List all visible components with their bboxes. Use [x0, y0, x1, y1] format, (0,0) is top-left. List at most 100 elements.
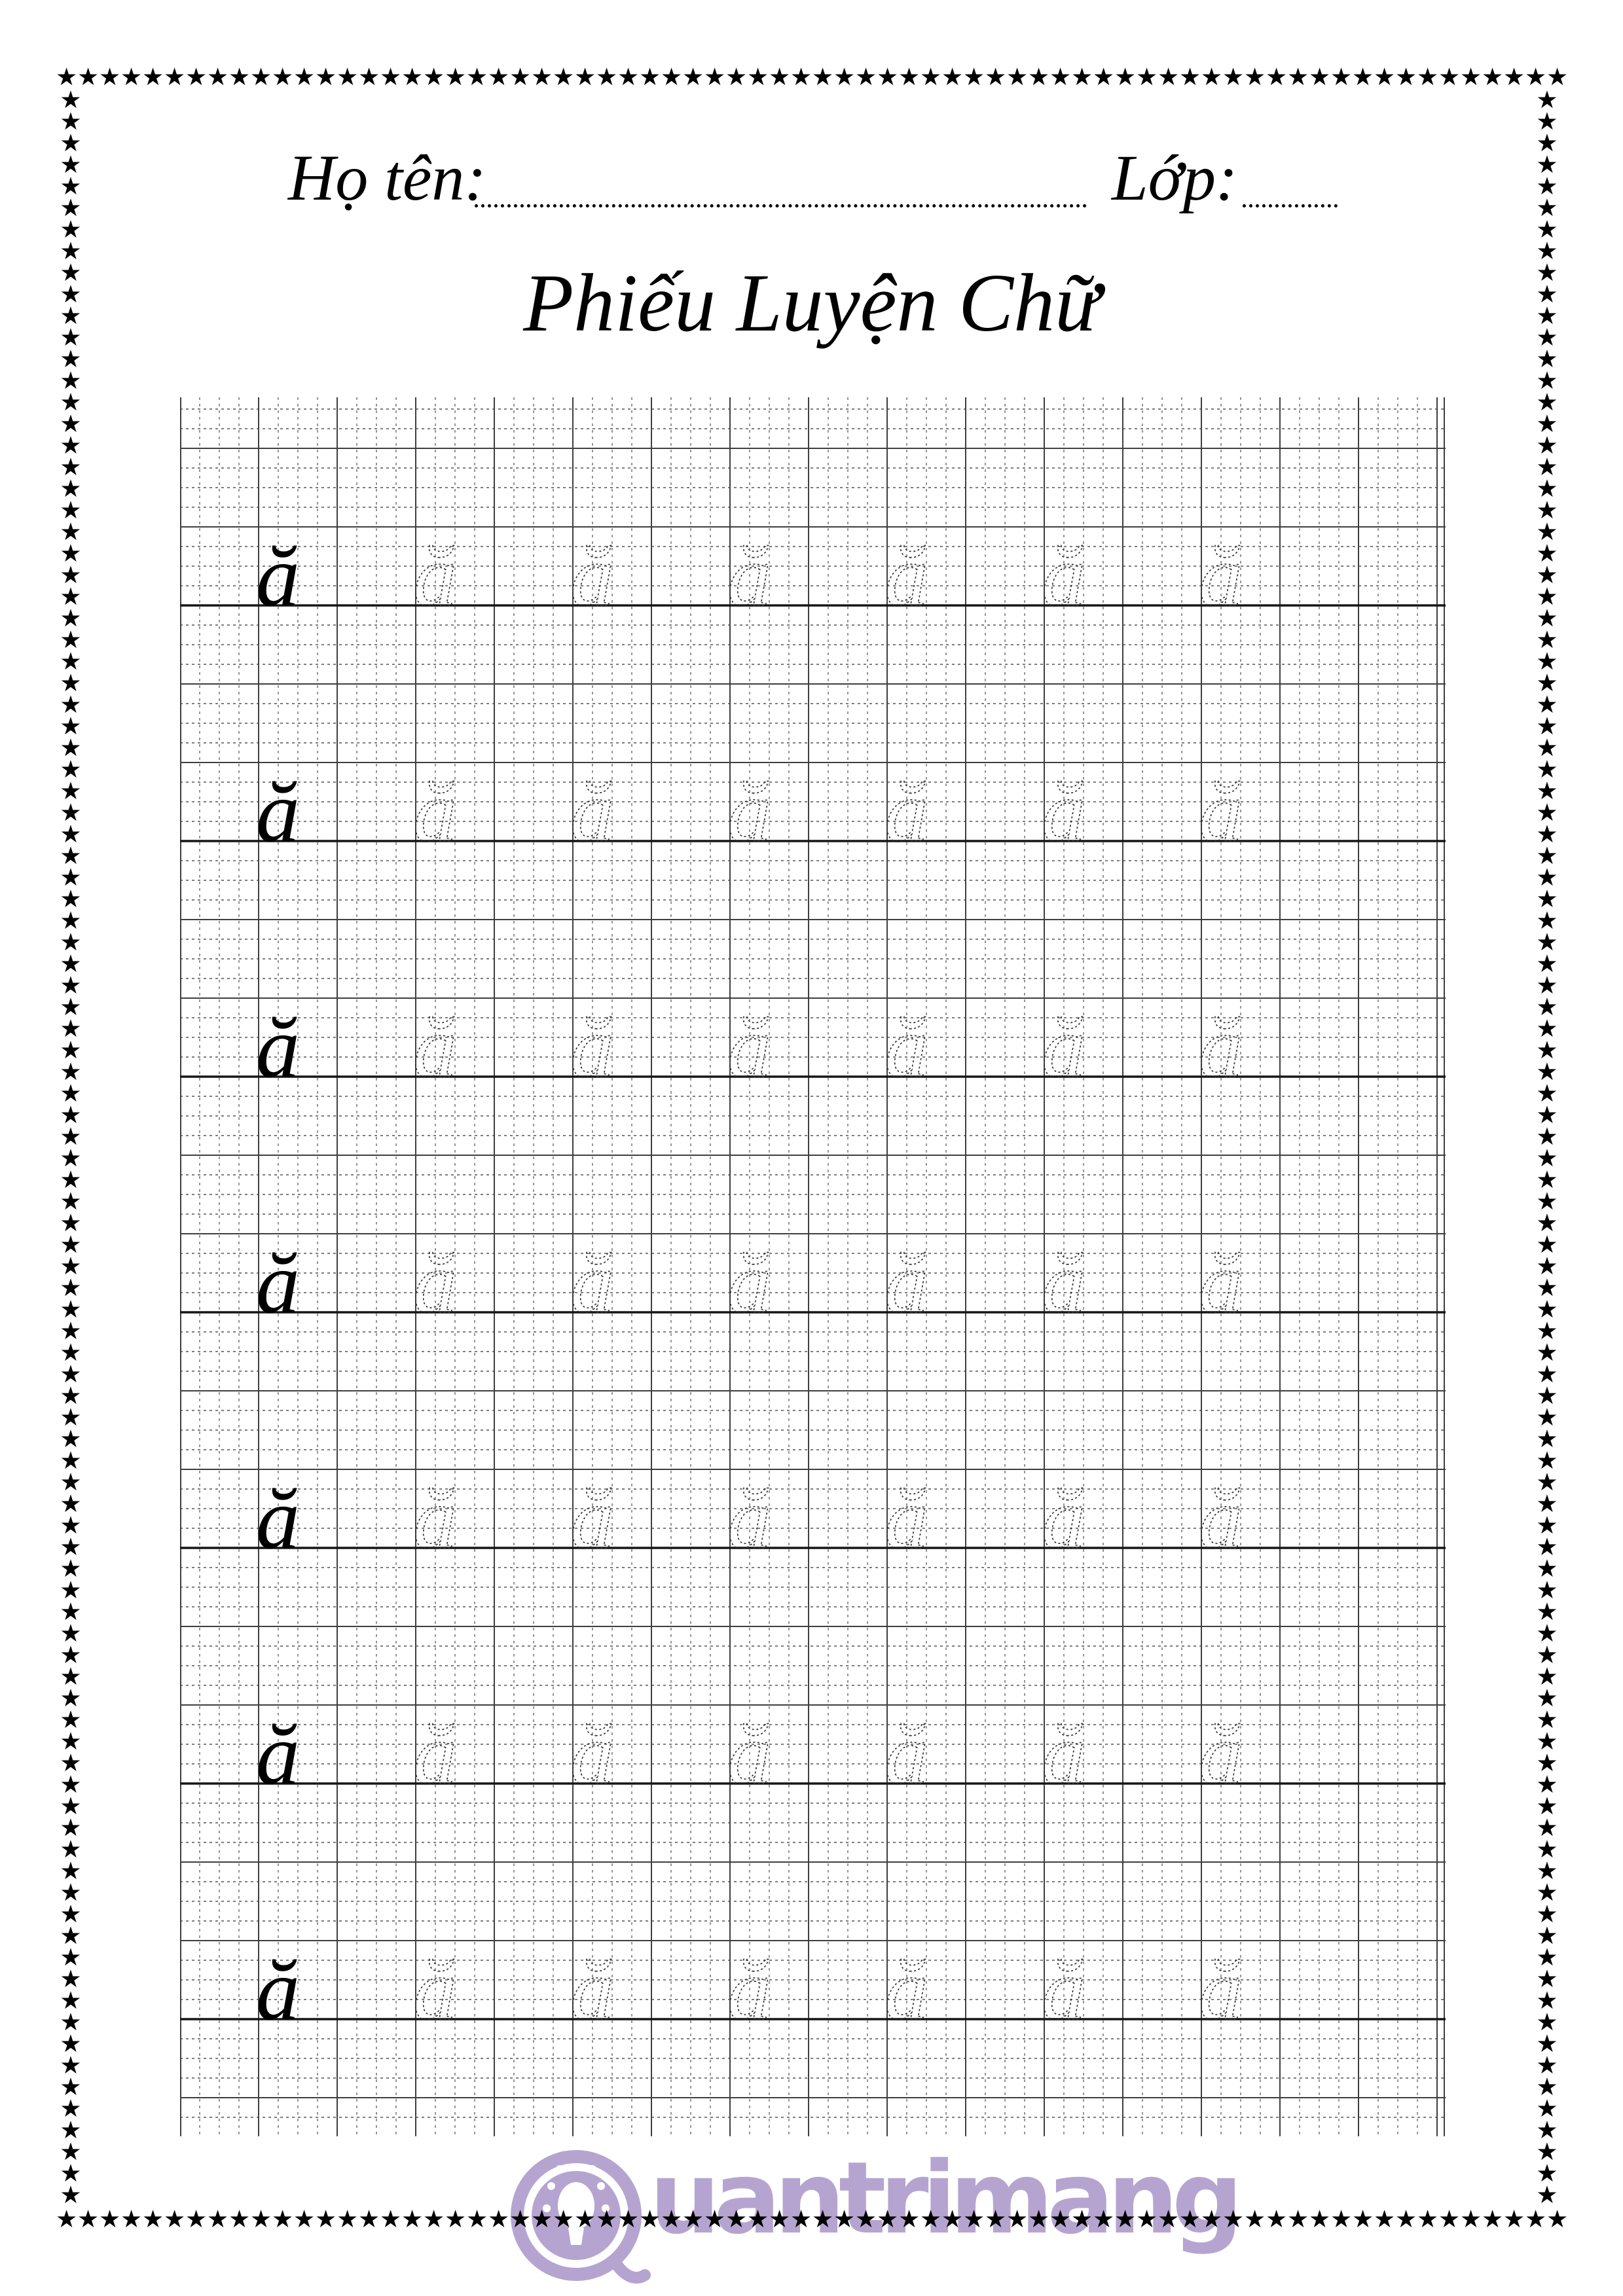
- star-icon: ★: [60, 1598, 82, 1626]
- star-icon: ★: [60, 647, 82, 675]
- star-icon: ★: [1266, 65, 1288, 89]
- star-icon: ★: [1536, 1122, 1558, 1151]
- star-icon: ★: [1536, 647, 1558, 675]
- star-icon: ★: [272, 65, 294, 89]
- star-icon: ★: [1536, 2138, 1558, 2166]
- star-icon: ★: [60, 1274, 82, 1302]
- star-icon: ★: [1536, 691, 1558, 719]
- star-icon: ★: [531, 65, 553, 89]
- star-icon: ★: [1438, 65, 1461, 89]
- star-icon: ★: [1536, 1187, 1558, 1215]
- practice-letter-solid: ă: [256, 1941, 300, 2038]
- star-icon: ★: [790, 2208, 812, 2231]
- star-icon: ★: [401, 2208, 424, 2231]
- star-icon: ★: [60, 1511, 82, 1539]
- star-icon: ★: [60, 1792, 82, 1820]
- star-icon: ★: [60, 1641, 82, 1669]
- star-icon: ★: [1536, 928, 1558, 956]
- star-icon: ★: [1536, 971, 1558, 999]
- practice-letter-trace: ă: [413, 1941, 457, 2038]
- star-icon: ★: [228, 65, 251, 89]
- star-icon: ★: [1136, 65, 1158, 89]
- star-icon: ★: [1460, 65, 1482, 89]
- star-icon: ★: [1395, 65, 1417, 89]
- star-icon: ★: [77, 2208, 100, 2231]
- star-icon: ★: [1028, 65, 1050, 89]
- star-icon: ★: [1536, 388, 1558, 416]
- star-icon: ★: [1546, 65, 1569, 89]
- star-icon: ★: [877, 65, 899, 89]
- star-icon: ★: [466, 2208, 488, 2231]
- star-icon: ★: [682, 65, 704, 89]
- star-icon: ★: [60, 1468, 82, 1496]
- star-icon: ★: [1309, 65, 1331, 89]
- practice-letter-solid: ă: [256, 1470, 300, 1567]
- star-icon: ★: [877, 2208, 899, 2231]
- star-icon: ★: [1536, 1317, 1558, 1345]
- star-icon: ★: [60, 1835, 82, 1863]
- practice-letter-trace: ă: [1199, 999, 1243, 1096]
- star-icon: ★: [60, 863, 82, 891]
- star-icon: ★: [207, 65, 229, 89]
- star-icon: ★: [1536, 518, 1558, 546]
- star-icon: ★: [1482, 2208, 1504, 2231]
- practice-letter-trace: ă: [413, 1470, 457, 1567]
- practice-letter-trace: ă: [884, 763, 928, 860]
- star-icon: ★: [445, 65, 467, 89]
- star-icon: ★: [1222, 2208, 1245, 2231]
- star-icon: ★: [60, 583, 82, 611]
- star-icon: ★: [898, 65, 921, 89]
- star-icon: ★: [1536, 1749, 1558, 1777]
- star-icon: ★: [1536, 798, 1558, 827]
- practice-letter-trace: ă: [727, 528, 771, 624]
- star-icon: ★: [60, 431, 82, 459]
- star-icon: ★: [833, 65, 856, 89]
- star-icon: ★: [60, 2138, 82, 2166]
- star-icon: ★: [1536, 712, 1558, 740]
- star-icon: ★: [60, 89, 82, 114]
- star-icon: ★: [60, 496, 82, 524]
- star-icon: ★: [1136, 2208, 1158, 2231]
- star-icon: ★: [60, 215, 82, 243]
- star-icon: ★: [1536, 431, 1558, 459]
- star-icon: ★: [1374, 2208, 1396, 2231]
- star-icon: ★: [617, 65, 640, 89]
- star-icon: ★: [60, 237, 82, 265]
- star-icon: ★: [1536, 1101, 1558, 1129]
- star-icon: ★: [1536, 2116, 1558, 2144]
- star-icon: ★: [272, 2208, 294, 2231]
- star-icon: ★: [1503, 2208, 1525, 2231]
- star-icon: ★: [1006, 65, 1029, 89]
- practice-letter-trace: ă: [727, 1941, 771, 2038]
- star-icon: ★: [60, 1338, 82, 1367]
- practice-letter-trace: ă: [727, 1234, 771, 1331]
- star-icon: ★: [553, 65, 575, 89]
- star-icon: ★: [250, 65, 272, 89]
- practice-grid: ă ă ă ă ă ă ă ă ă ă ă ă ă ă ă ă ă ă ă ă ă ă ă ă ă ă ă ă ă ă ă ă ă ă ă ă ă ă ă ă…: [180, 397, 1446, 2136]
- practice-letter-trace: ă: [884, 1470, 928, 1567]
- star-icon: ★: [60, 1857, 82, 1885]
- practice-letter-trace: ă: [570, 528, 614, 624]
- practice-letter-trace: ă: [884, 999, 928, 1096]
- star-icon: ★: [60, 971, 82, 999]
- star-icon: ★: [60, 323, 82, 351]
- star-icon: ★: [639, 2208, 661, 2231]
- star-icon: ★: [164, 65, 186, 89]
- star-icon: ★: [423, 65, 445, 89]
- star-icon: ★: [1460, 2208, 1482, 2231]
- star-icon: ★: [1525, 65, 1547, 89]
- star-icon: ★: [1536, 2094, 1558, 2123]
- star-icon: ★: [60, 604, 82, 632]
- star-icon: ★: [1049, 65, 1072, 89]
- star-icon: ★: [1536, 1144, 1558, 1172]
- star-icon: ★: [1536, 755, 1558, 783]
- star-icon: ★: [1536, 1230, 1558, 1259]
- star-icon: ★: [1536, 1878, 1558, 1907]
- star-icon: ★: [812, 2208, 834, 2231]
- star-border-left: ★ ★ ★ ★ ★ ★ ★ ★ ★ ★ ★ ★ ★ ★ ★ ★ ★ ★ ★ ★ ★ ★ ★ ★ ★ ★ ★ ★ ★ ★ ★ ★ ★ ★ ★ ★ ★ ★ ★ ★…: [59, 89, 82, 2206]
- star-icon: ★: [60, 691, 82, 719]
- star-icon: ★: [60, 2030, 82, 2058]
- star-icon: ★: [1536, 1295, 1558, 1323]
- practice-letter-trace: ă: [570, 1706, 614, 1803]
- star-icon: ★: [1536, 1511, 1558, 1539]
